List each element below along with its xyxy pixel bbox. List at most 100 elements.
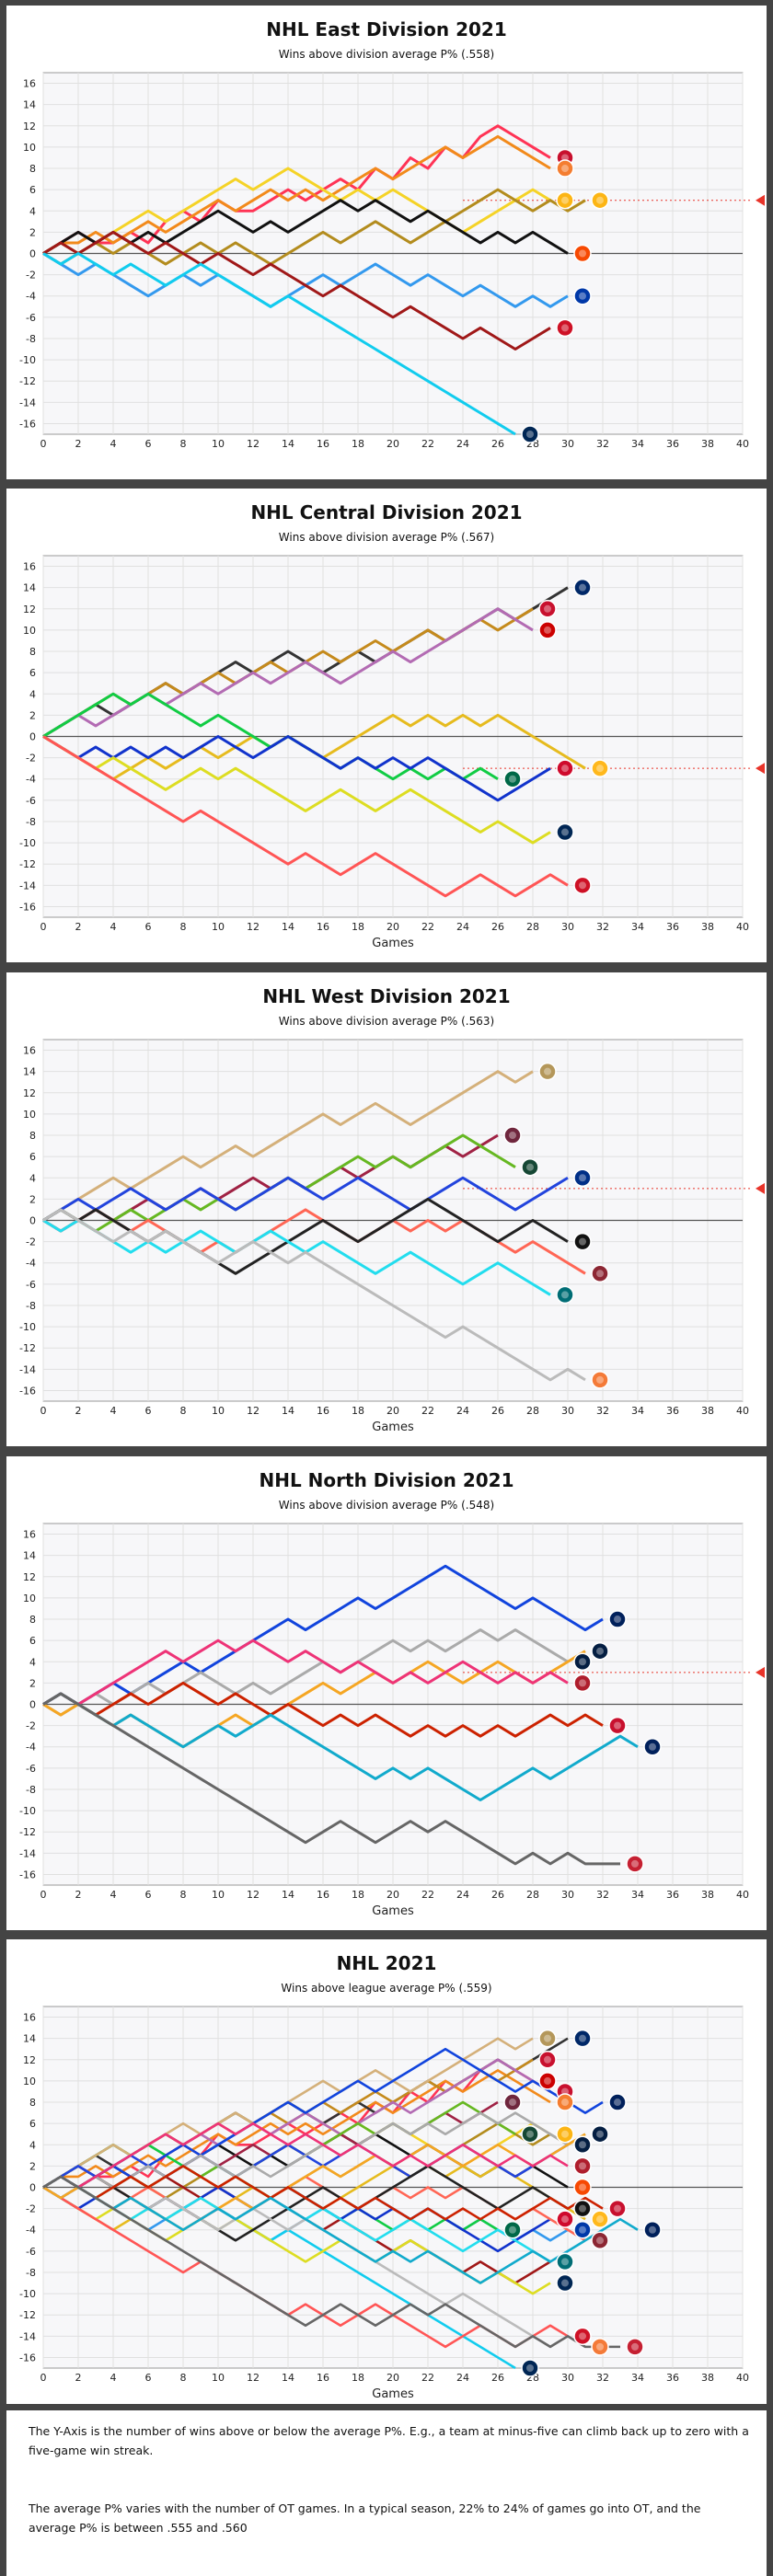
y-tick-label: 0 [29,1699,36,1711]
y-tick-label: -4 [26,291,36,303]
y-tick-label: 16 [23,2012,36,2024]
series-line [42,1692,639,1802]
y-tick-label: 0 [29,248,36,260]
team-logo-stars [503,2220,522,2239]
y-tick-label: -12 [19,375,36,387]
x-tick-label: 26 [491,1405,504,1417]
y-tick-label: -8 [26,2267,36,2279]
team-logo-coyotes [591,1264,609,1283]
y-tick-label: -2 [26,1236,36,1248]
series-line [42,1219,551,1296]
y-tick-label: -10 [19,1321,36,1333]
x-tick-label: 18 [352,921,364,933]
series-line [42,2122,569,2189]
x-tick-label: 18 [352,1889,364,1901]
x-axis-label: Games [372,1904,414,1918]
league-average-marker [756,1666,765,1678]
x-tick-label: 24 [456,1889,469,1901]
x-tick-label: 30 [561,1889,574,1901]
x-tick-label: 36 [666,1889,679,1901]
y-tick-label: 10 [23,625,36,637]
x-tick-label: 38 [701,1405,714,1417]
x-tick-label: 34 [631,1405,644,1417]
y-tick-label: 12 [23,604,36,615]
team-logo-lightning [573,578,592,597]
chart-title: NHL 2021 [336,1952,437,1974]
chart-title: NHL North Division 2021 [259,1469,514,1491]
team-logo-flames [608,1716,627,1735]
y-tick-label: 16 [23,561,36,573]
team-logo-blackhawks [556,759,574,777]
team-logo-kings [573,1232,592,1251]
x-axis-label: Games [372,2387,414,2401]
x-tick-label: 34 [631,921,644,933]
x-tick-label: 30 [561,2372,574,2384]
team-logo-avalanche [503,2093,522,2111]
x-tick-label: 22 [421,2372,434,2384]
series-line [42,1692,620,1866]
team-logo-ducks [591,1371,609,1389]
team-logo-canucks [643,1737,662,1756]
chart-title: NHL Central Division 2021 [250,501,523,523]
team-logo-oilers [591,2124,609,2144]
team-logo-avalanche [503,1126,522,1144]
team-logo-jets [573,2135,592,2155]
x-tick-label: 16 [317,1405,329,1417]
x-tick-label: 16 [317,2372,329,2384]
series-line [42,1681,604,1738]
x-tick-label: 32 [596,438,609,450]
y-tick-label: 16 [23,1529,36,1541]
x-tick-label: 22 [421,438,434,450]
team-logo-predators [591,2210,609,2228]
team-logo-panthers [538,2051,557,2069]
x-tick-label: 8 [180,2372,187,2384]
y-tick-label: 0 [29,731,36,743]
y-tick-label: 16 [23,1045,36,1057]
series-line [42,167,551,255]
x-tick-label: 30 [561,1405,574,1417]
x-tick-label: 12 [247,438,260,450]
x-tick-label: 4 [110,1405,117,1417]
x-tick-label: 20 [386,2372,399,2384]
chart-east: 0 2 4 6 8 10 12 14 16 18 20 22 24 26 28 30 32 34 36 38 40161… [19,72,765,450]
y-tick-label: 4 [29,205,36,217]
x-tick-label: 22 [421,1405,434,1417]
y-tick-label: 8 [29,1614,36,1626]
x-tick-label: 8 [180,1889,187,1901]
team-logo-stars [503,769,522,788]
x-tick-label: 0 [40,921,47,933]
y-tick-label: 10 [23,142,36,154]
y-tick-label: -8 [26,1784,36,1796]
y-tick-label: -14 [19,1847,36,1859]
x-tick-label: 16 [317,921,329,933]
series-line [42,2165,604,2221]
x-tick-label: 40 [736,1405,749,1417]
y-tick-label: -6 [26,1763,36,1775]
x-tick-label: 36 [666,438,679,450]
y-tick-label: 4 [29,688,36,700]
series-line [42,2175,620,2349]
x-tick-label: 14 [282,438,294,450]
chart-panel-central: NHL Central Division 2021 Wins above div… [6,489,767,962]
x-tick-label: 4 [110,438,117,450]
y-tick-label: 10 [23,1109,36,1121]
y-tick-label: 14 [23,2033,36,2045]
team-logo-islanders [556,2093,574,2111]
y-tick-label: -10 [19,2288,36,2300]
series-line [42,1070,534,1222]
y-tick-label: 14 [23,1550,36,1562]
team-logo-ducks [591,2338,609,2356]
x-tick-label: 26 [491,438,504,450]
y-tick-label: 2 [29,709,36,721]
y-tick-label: 8 [29,1130,36,1142]
team-logo-golden-knights [538,2029,557,2048]
chart-west: 0 2 4 6 8 10 12 14 16 18 20 22 24 26 28 30 32 34 36 38 40161… [19,1039,765,1434]
x-tick-label: 34 [631,2372,644,2384]
y-tick-label: -6 [26,2246,36,2258]
y-tick-label: -12 [19,1342,36,1354]
x-tick-label: 34 [631,438,644,450]
x-tick-label: 6 [145,921,152,933]
x-tick-label: 16 [317,1889,329,1901]
team-logo-golden-knights [538,1062,557,1081]
team-logo-wild [521,2124,539,2144]
